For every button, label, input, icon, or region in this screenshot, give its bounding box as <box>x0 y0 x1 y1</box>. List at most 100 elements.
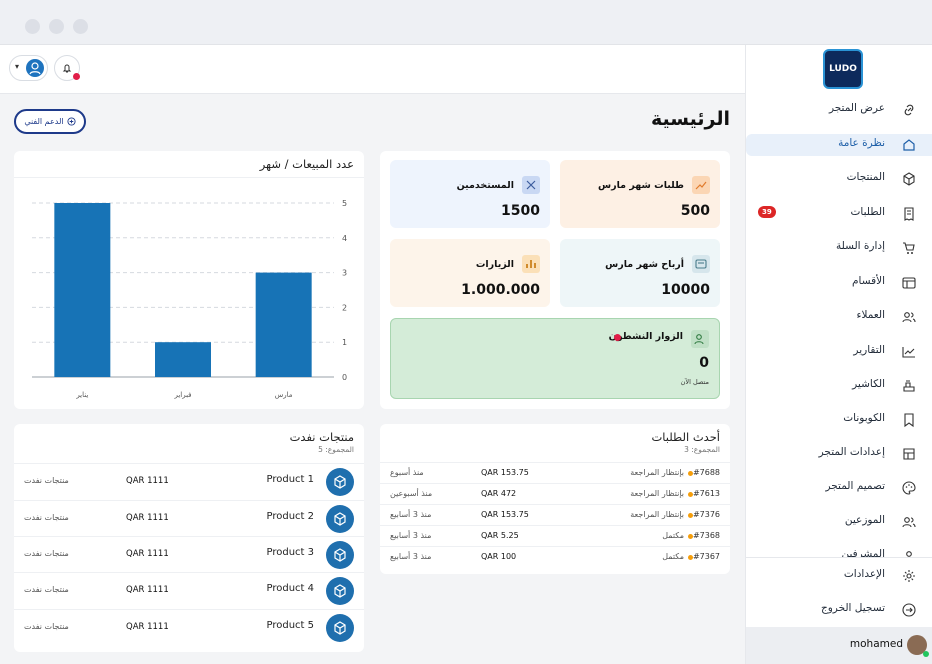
sidebar-item-orders[interactable]: 39 الطلبات <box>746 203 932 225</box>
sidebar-item-admins[interactable]: المشرفين <box>746 545 932 557</box>
out-of-stock-title: منتجات نفدت <box>289 430 354 444</box>
logo-text: LUDO <box>829 64 857 74</box>
user-avatar-icon <box>26 59 44 77</box>
order-time: منذ أسبوعين <box>390 489 433 498</box>
product-price: QAR 1111 <box>126 549 169 559</box>
out-of-stock-total: المجموع: 5 <box>318 445 354 454</box>
stat-visits: الزيارات 1.000.000 <box>390 239 550 307</box>
stat-value: 10000 <box>661 282 710 298</box>
y-tick-label: 2 <box>342 303 347 312</box>
window-close-dot[interactable] <box>25 19 40 34</box>
bar-chart-icon <box>522 255 540 273</box>
receipt-icon <box>904 207 914 221</box>
visitors-icon <box>691 330 709 348</box>
stat-march-profit: أرباح شهر مارس 10000 <box>560 239 720 307</box>
product-price: QAR 1111 <box>126 476 169 486</box>
sidebar-item-products[interactable]: المنتجات <box>746 168 932 190</box>
product-status: منتجات نفدت <box>24 549 69 558</box>
distributors-icon <box>902 517 916 528</box>
order-status: مكتمل <box>662 531 684 540</box>
order-status: بإنتظار المراجعة <box>630 468 684 477</box>
box-icon <box>326 614 354 642</box>
sales-chart-card: عدد المبيعات / شهر 0 1 2 3 4 5 يناير فبراير مارس <box>14 151 364 409</box>
sidebar-item-sections[interactable]: الأقسام <box>746 272 932 294</box>
order-row[interactable]: #7367 مكتمل QAR 100 منذ 3 أسابيع <box>380 546 730 567</box>
product-row[interactable]: Product 1 QAR 1111 منتجات نفدت <box>14 463 364 499</box>
store-logo[interactable]: LUDO <box>823 49 863 89</box>
order-id: #7688 <box>692 468 720 477</box>
order-row[interactable]: #7368 مكتمل QAR 5.25 منذ 3 أسابيع <box>380 525 730 546</box>
product-name: Product 2 <box>266 511 314 522</box>
product-status: منتجات نفدت <box>24 585 69 594</box>
stat-value: 1.000.000 <box>461 282 540 298</box>
product-row[interactable]: Product 4 QAR 1111 منتجات نفدت <box>14 572 364 608</box>
order-status: بإنتظار المراجعة <box>630 489 684 498</box>
stat-title: طلبات شهر مارس <box>598 180 684 191</box>
orders-total: المجموع: 3 <box>684 445 720 454</box>
sidebar-item-customers[interactable]: العملاء <box>746 306 932 328</box>
sidebar-item-overview[interactable]: نظرة عامة <box>746 134 932 156</box>
sidebar-item-view-store[interactable]: عرض المتجر <box>746 99 932 121</box>
support-button-label: الدعم الفني <box>24 117 64 126</box>
sidebar-bottom: الإعدادات تسجيل الخروج <box>746 557 932 627</box>
sidebar: LUDO عرض المتجر نظرة عامة المنتجات 39 ال… <box>745 45 932 664</box>
chart-icon <box>902 347 915 358</box>
sidebar-item-store-design[interactable]: تصميم المتجر <box>746 477 932 499</box>
stat-title: المستخدمين <box>456 180 514 191</box>
order-amount: QAR 5.25 <box>481 531 519 540</box>
product-status: منتجات نفدت <box>24 513 69 522</box>
cashier-icon <box>903 380 915 392</box>
account-menu-button[interactable]: ▾ <box>9 55 48 81</box>
sidebar-item-reports[interactable]: التقارير <box>746 341 932 363</box>
order-time: منذ 3 أسابيع <box>390 510 432 519</box>
product-price: QAR 1111 <box>126 513 169 523</box>
sidebar-item-store-settings[interactable]: إعدادات المتجر <box>746 443 932 465</box>
box-icon <box>903 172 915 186</box>
sidebar-item-settings[interactable]: الإعدادات <box>746 565 932 587</box>
stat-value: 1500 <box>501 203 540 219</box>
sidebar-item-label: الأقسام <box>852 275 885 287</box>
sidebar-item-label: التقارير <box>853 344 885 356</box>
product-name: Product 3 <box>266 547 314 558</box>
bar <box>155 342 211 377</box>
notifications-button[interactable] <box>54 55 80 81</box>
product-row[interactable]: Product 2 QAR 1111 منتجات نفدت <box>14 500 364 536</box>
x-tick-label: فبراير <box>173 391 191 399</box>
y-tick-label: 5 <box>342 199 347 208</box>
sidebar-item-logout[interactable]: تسجيل الخروج <box>746 599 932 621</box>
order-id: #7367 <box>692 552 720 561</box>
link-icon <box>904 104 914 116</box>
product-name: Product 5 <box>266 620 314 631</box>
chevron-down-icon: ▾ <box>15 62 20 71</box>
plus-circle-icon <box>67 117 76 126</box>
order-row[interactable]: #7688 بإنتظار المراجعة QAR 153.75 منذ أس… <box>380 462 730 483</box>
product-name: Product 1 <box>266 474 314 485</box>
window-minimize-dot[interactable] <box>49 19 64 34</box>
sidebar-item-distributors[interactable]: الموزعين <box>746 511 932 533</box>
gear-icon <box>903 570 915 582</box>
current-user[interactable]: mohamed <box>746 627 932 664</box>
users-tools-icon <box>522 176 540 194</box>
order-id: #7613 <box>692 489 720 498</box>
product-row[interactable]: Product 3 QAR 1111 منتجات نفدت <box>14 536 364 572</box>
support-button[interactable]: الدعم الفني <box>14 109 86 134</box>
sidebar-item-label: العملاء <box>856 309 885 321</box>
stat-value: 0 <box>699 355 709 371</box>
sidebar-item-label: الكاشير <box>852 378 885 390</box>
trend-up-icon <box>692 176 710 194</box>
window-maximize-dot[interactable] <box>73 19 88 34</box>
status-dot <box>688 492 693 497</box>
order-status: بإنتظار المراجعة <box>630 510 684 519</box>
order-row[interactable]: #7376 بإنتظار المراجعة QAR 153.75 منذ 3 … <box>380 504 730 525</box>
orders-title: أحدث الطلبات <box>651 430 720 444</box>
sidebar-item-coupons[interactable]: الكوبونات <box>746 409 932 431</box>
wallet-icon <box>692 255 710 273</box>
sidebar-item-cart-management[interactable]: إدارة السلة <box>746 237 932 259</box>
ticket-icon <box>904 413 914 428</box>
box-icon <box>326 541 354 569</box>
sidebar-item-cashier[interactable]: الكاشير <box>746 375 932 397</box>
product-row[interactable]: Product 5 QAR 1111 منتجات نفدت <box>14 609 364 645</box>
order-row[interactable]: #7613 بإنتظار المراجعة QAR 472 منذ أسبوع… <box>380 483 730 504</box>
product-status: منتجات نفدت <box>24 476 69 485</box>
sidebar-item-label: نظرة عامة <box>838 137 885 149</box>
